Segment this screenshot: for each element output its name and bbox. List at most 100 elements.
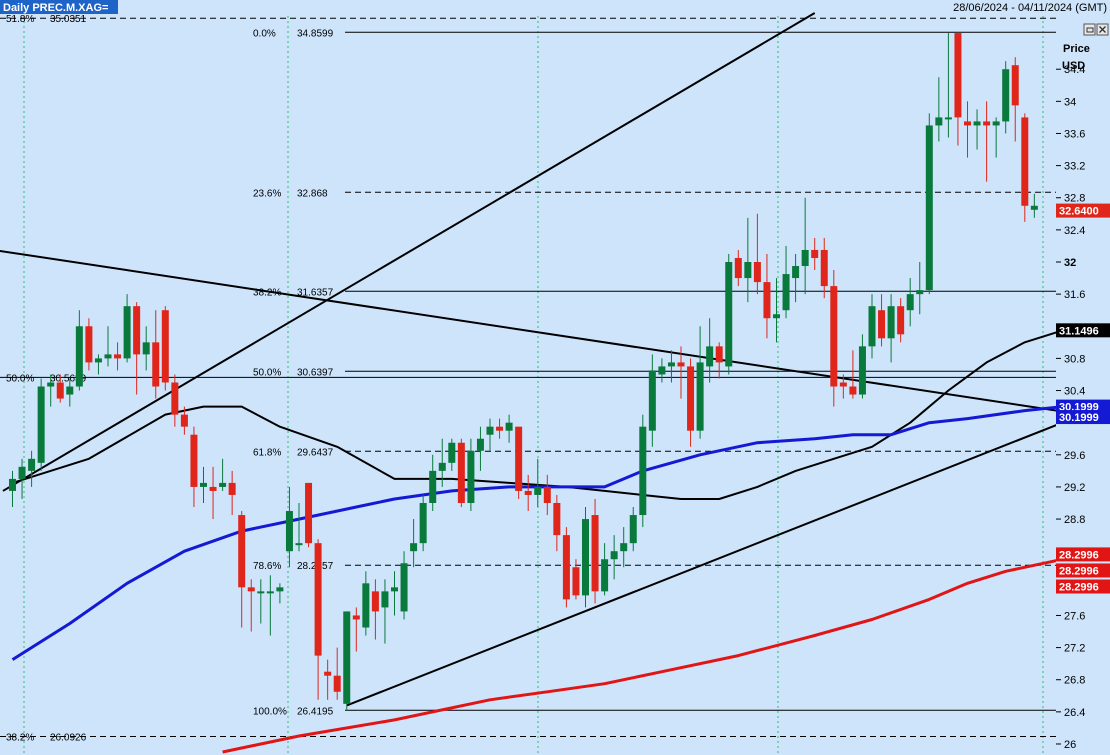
candle-body — [734, 257, 742, 279]
candle — [878, 294, 886, 347]
candle-body — [1021, 117, 1029, 206]
candle — [582, 507, 589, 608]
candle-body — [371, 591, 379, 612]
candle-body — [285, 511, 293, 552]
fib-prev-level-label: 38.2% — [6, 733, 34, 744]
candle-body — [964, 121, 971, 126]
price-axis-bg — [1056, 15, 1110, 755]
close-icon[interactable] — [1096, 23, 1109, 36]
candle-body — [228, 482, 236, 495]
candle-body — [792, 266, 800, 279]
candle — [792, 253, 800, 303]
candle-body — [47, 382, 55, 387]
candle-body — [687, 366, 695, 431]
price-tag — [1056, 547, 1110, 562]
candle — [505, 414, 513, 443]
price-tag-label: 30.1999 — [1059, 412, 1099, 424]
candle — [47, 374, 55, 407]
candle-body — [190, 434, 198, 487]
candle-body — [543, 486, 551, 503]
candle-body — [696, 362, 704, 431]
candle-body — [572, 567, 580, 596]
candle — [858, 334, 866, 399]
candle-body — [744, 262, 752, 279]
candle — [486, 418, 494, 451]
candle — [152, 310, 160, 399]
candle-body — [677, 362, 685, 367]
candle-body — [352, 615, 360, 620]
candle-body — [295, 543, 303, 546]
candle — [744, 217, 752, 303]
fib-prev-level-value: 26.0926 — [50, 733, 87, 744]
candle-body — [28, 458, 36, 471]
candle — [677, 346, 685, 399]
candle — [773, 278, 780, 343]
candle-body — [897, 306, 905, 335]
fib-level-value: 26.4195 — [297, 706, 334, 717]
candle — [572, 559, 580, 600]
candle — [333, 647, 341, 700]
candle-body — [56, 382, 64, 399]
candle — [448, 438, 456, 471]
price-tick-label: 30.8 — [1064, 353, 1085, 365]
candle — [782, 245, 790, 319]
candle-body — [524, 490, 532, 495]
grid-layer — [23, 16, 1044, 755]
candle-body — [944, 117, 952, 120]
candle-body — [925, 125, 933, 291]
moving-average-ma-short — [12, 329, 1064, 500]
price-tick-label: 29.6 — [1064, 450, 1085, 462]
fib-level-label: 100.0% — [253, 706, 287, 717]
price-tick-label: 32.8 — [1064, 193, 1085, 205]
candle-body — [820, 249, 828, 287]
candle-body — [133, 306, 141, 355]
candle — [954, 32, 962, 146]
candle — [753, 213, 761, 295]
candle — [620, 527, 628, 568]
candle-body — [467, 450, 475, 503]
price-tag — [1056, 323, 1110, 338]
candle — [562, 527, 570, 608]
candle — [457, 438, 465, 508]
candle — [266, 575, 274, 636]
candle — [591, 498, 599, 604]
candle-body — [830, 286, 838, 387]
restore-icon[interactable] — [1083, 23, 1096, 36]
candle — [381, 579, 389, 644]
candle-body — [505, 422, 513, 431]
candle — [104, 326, 112, 367]
price-tags: 32.640031.149630.199930.199928.299628.29… — [1056, 203, 1110, 594]
candle-body — [858, 346, 866, 395]
price-tag-label: 31.1496 — [1059, 325, 1099, 337]
candle-body — [591, 515, 599, 592]
candle — [410, 519, 418, 568]
candle — [696, 326, 704, 439]
candle-body — [381, 591, 389, 608]
price-tag — [1056, 203, 1110, 218]
price-axis[interactable]: 34.4 34 33.6 33.2 32.8 32.4 32 31.6 30.8 30.4 29.6… — [1056, 15, 1110, 755]
candle — [935, 77, 943, 142]
candle-body — [553, 502, 561, 536]
price-tag — [1056, 579, 1110, 594]
window-controls — [1083, 23, 1109, 36]
price-tag-label: 28.2996 — [1059, 549, 1099, 561]
symbol-label: Daily PREC.M.XAG= — [3, 2, 108, 14]
candle — [85, 318, 93, 371]
candle-body — [266, 591, 274, 594]
fib-level-value: 29.6437 — [297, 447, 334, 458]
candle-body — [648, 370, 656, 431]
candle — [648, 354, 656, 447]
candle — [543, 474, 551, 516]
candle-body — [639, 426, 647, 516]
trendline — [0, 249, 1073, 415]
candle — [28, 450, 36, 487]
candle-body — [171, 382, 179, 415]
candle-body — [496, 426, 504, 431]
candle — [75, 310, 83, 391]
candle-body — [391, 587, 398, 592]
price-tick-label: 30.4 — [1064, 386, 1085, 398]
candle-body — [18, 466, 26, 479]
price-tick-label: 26 — [1064, 739, 1076, 751]
candle — [123, 294, 131, 363]
